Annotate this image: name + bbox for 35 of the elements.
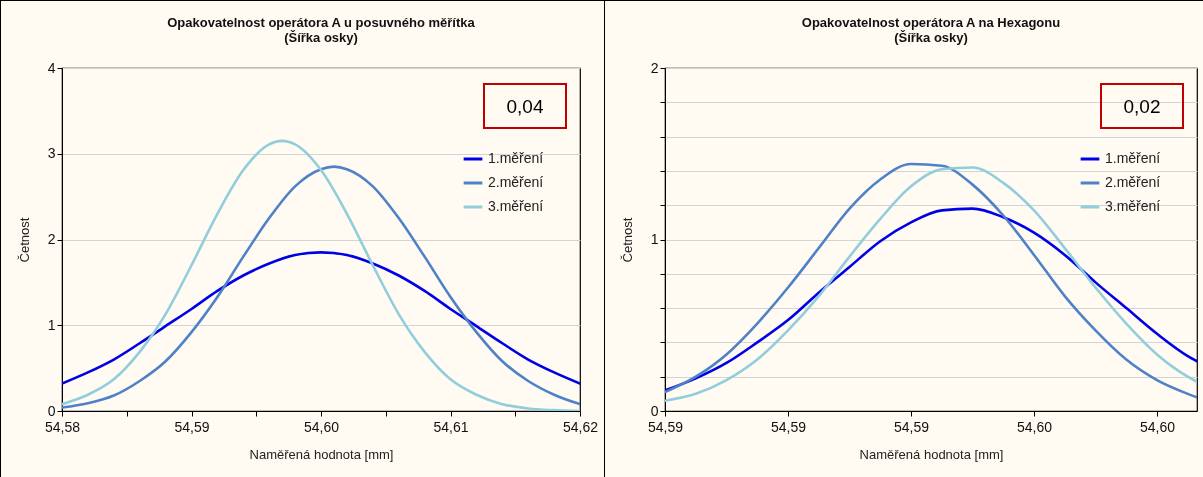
x-axis-title: Naměřená hodnota [mm] (249, 446, 394, 462)
x-tick-label: 54,59 (893, 418, 930, 435)
y-tick-label: 0 (650, 402, 659, 419)
y-axis-title: Četnost (619, 217, 635, 263)
y-tick-label: 4 (47, 59, 56, 76)
legend-label: 1.měření (1105, 150, 1161, 166)
legend-label: 2.měření (1105, 174, 1161, 190)
x-tick-label: 54,59 (174, 418, 210, 435)
line-series (62, 251, 580, 385)
x-tick-label: 54,60 (1140, 418, 1176, 435)
annotation: 0,04 (506, 96, 544, 117)
x-tick-label: 54,60 (303, 418, 340, 435)
x-tick-label: 54,59 (770, 418, 807, 435)
legend-label: 3.měření (488, 198, 544, 214)
y-axis-title: Četnost (16, 217, 32, 263)
y-tick-label: 1 (650, 231, 659, 247)
x-tick-label: 54,58 (44, 418, 81, 435)
y-tick-label: 2 (47, 231, 56, 247)
chart-title: Opakovatelnost operátora A u posuvného měřítka (167, 15, 476, 30)
legend-label: 3.měření (1105, 198, 1161, 214)
y-tick-label: 2 (650, 59, 659, 76)
y-tick-label: 3 (47, 145, 56, 162)
x-tick-label: 54,59 (647, 418, 684, 435)
legend-label: 1.měření (488, 150, 544, 166)
x-axis-title: Naměřená hodnota [mm] (859, 446, 1004, 462)
x-tick-label: 54,62 (562, 418, 599, 435)
chart-subtitle: (Šířka osky) (894, 30, 968, 45)
x-tick-label: 54,60 (1016, 418, 1053, 435)
y-tick-label: 1 (47, 316, 56, 333)
y-tick-label: 0 (47, 402, 56, 419)
annotation: 0,02 (1123, 96, 1161, 117)
x-tick-label: 54,61 (433, 418, 469, 435)
chart-subtitle: (Šířka osky) (284, 30, 358, 45)
legend-label: 2.měření (488, 174, 544, 190)
chart-title: Opakovatelnost operátora A na Hexagonu (801, 15, 1061, 30)
